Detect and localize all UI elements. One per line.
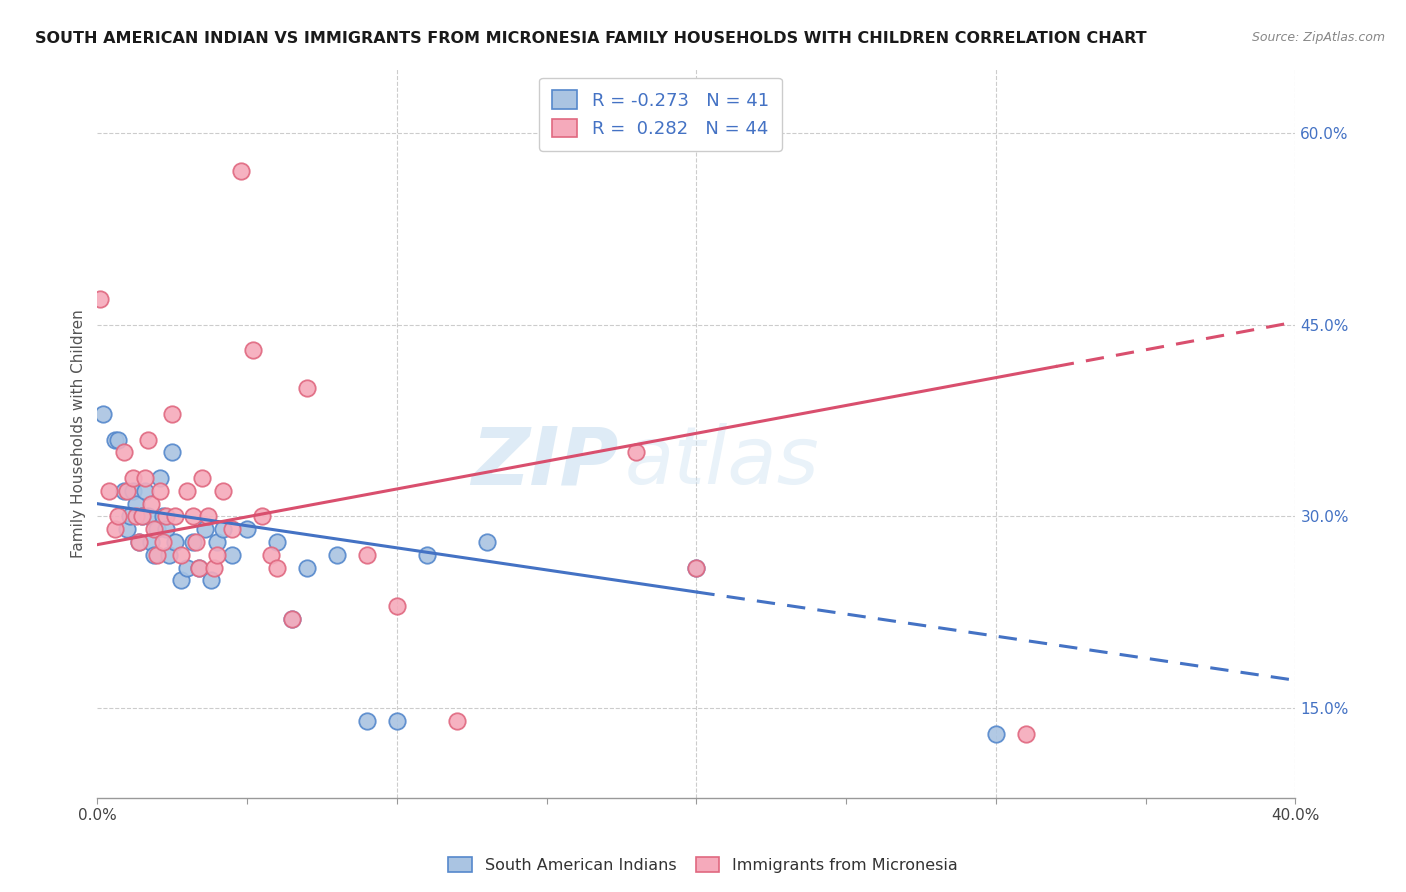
- Point: [200, 574, 222, 588]
- Point: [685, 560, 707, 574]
- Point: [122, 483, 145, 498]
- Legend: South American Indians, Immigrants from Micronesia: South American Indians, Immigrants from …: [441, 851, 965, 880]
- Point: [626, 445, 648, 459]
- Point: [446, 714, 468, 729]
- Point: [385, 714, 408, 729]
- Text: atlas: atlas: [624, 424, 820, 501]
- Y-axis label: Family Households with Children: Family Households with Children: [72, 309, 86, 558]
- Point: [221, 548, 243, 562]
- Point: [98, 483, 121, 498]
- Point: [146, 522, 169, 536]
- Point: [229, 164, 252, 178]
- Point: [197, 509, 219, 524]
- Legend: R = -0.273   N = 41, R =  0.282   N = 44: R = -0.273 N = 41, R = 0.282 N = 44: [540, 78, 782, 151]
- Point: [186, 535, 208, 549]
- Point: [149, 471, 172, 485]
- Point: [205, 548, 228, 562]
- Point: [191, 471, 214, 485]
- Point: [295, 560, 318, 574]
- Point: [170, 574, 193, 588]
- Point: [160, 445, 183, 459]
- Point: [125, 497, 148, 511]
- Point: [176, 483, 198, 498]
- Point: [155, 509, 177, 524]
- Point: [107, 509, 129, 524]
- Point: [260, 548, 283, 562]
- Point: [117, 522, 139, 536]
- Point: [212, 483, 235, 498]
- Point: [122, 471, 145, 485]
- Point: [104, 522, 127, 536]
- Point: [250, 509, 273, 524]
- Point: [152, 509, 174, 524]
- Point: [93, 407, 115, 421]
- Point: [202, 560, 225, 574]
- Point: [281, 612, 304, 626]
- Point: [188, 560, 211, 574]
- Point: [165, 509, 187, 524]
- Point: [128, 535, 150, 549]
- Point: [134, 471, 156, 485]
- Point: [134, 483, 156, 498]
- Point: [131, 509, 153, 524]
- Point: [356, 548, 378, 562]
- Point: [266, 535, 288, 549]
- Point: [416, 548, 439, 562]
- Point: [176, 560, 198, 574]
- Point: [236, 522, 259, 536]
- Point: [188, 560, 211, 574]
- Point: [1015, 727, 1038, 741]
- Point: [160, 407, 183, 421]
- Point: [356, 714, 378, 729]
- Point: [120, 509, 142, 524]
- Point: [181, 509, 204, 524]
- Point: [136, 509, 159, 524]
- Point: [155, 522, 177, 536]
- Point: [205, 535, 228, 549]
- Text: Source: ZipAtlas.com: Source: ZipAtlas.com: [1251, 31, 1385, 45]
- Point: [143, 548, 166, 562]
- Point: [165, 535, 187, 549]
- Point: [221, 522, 243, 536]
- Point: [141, 535, 163, 549]
- Point: [149, 483, 172, 498]
- Point: [112, 445, 135, 459]
- Point: [143, 522, 166, 536]
- Point: [125, 509, 148, 524]
- Point: [385, 599, 408, 613]
- Point: [141, 497, 163, 511]
- Point: [984, 727, 1007, 741]
- Point: [128, 535, 150, 549]
- Point: [685, 560, 707, 574]
- Point: [242, 343, 264, 357]
- Point: [212, 522, 235, 536]
- Point: [131, 509, 153, 524]
- Point: [295, 382, 318, 396]
- Point: [136, 433, 159, 447]
- Point: [181, 535, 204, 549]
- Text: ZIP: ZIP: [471, 424, 619, 501]
- Point: [107, 433, 129, 447]
- Text: SOUTH AMERICAN INDIAN VS IMMIGRANTS FROM MICRONESIA FAMILY HOUSEHOLDS WITH CHILD: SOUTH AMERICAN INDIAN VS IMMIGRANTS FROM…: [35, 31, 1146, 46]
- Point: [170, 548, 193, 562]
- Point: [89, 292, 111, 306]
- Point: [112, 483, 135, 498]
- Point: [157, 548, 180, 562]
- Point: [104, 433, 127, 447]
- Point: [266, 560, 288, 574]
- Point: [326, 548, 349, 562]
- Point: [475, 535, 498, 549]
- Point: [152, 535, 174, 549]
- Point: [281, 612, 304, 626]
- Point: [146, 548, 169, 562]
- Point: [117, 483, 139, 498]
- Point: [194, 522, 217, 536]
